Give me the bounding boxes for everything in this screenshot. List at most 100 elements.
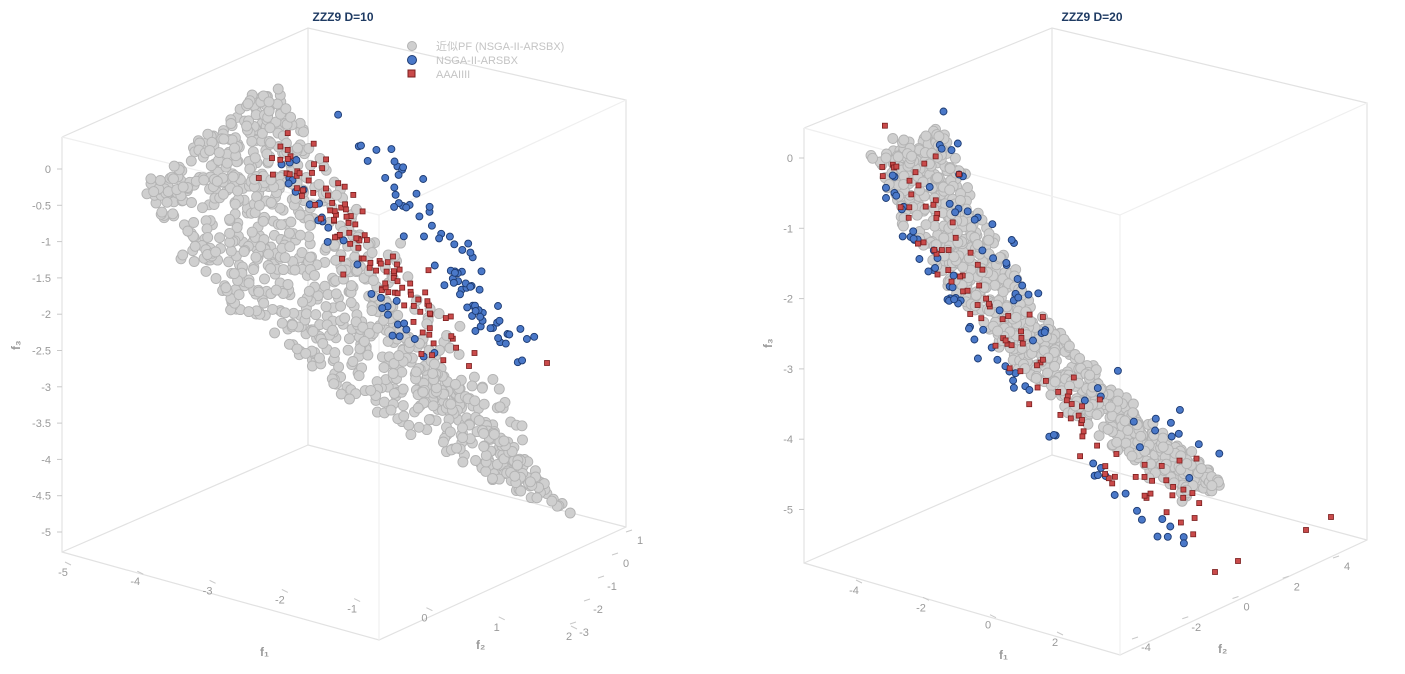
nsga-point — [450, 268, 459, 277]
nsga-point — [1179, 539, 1188, 548]
aaa-point — [385, 289, 392, 296]
nsga-point — [390, 202, 399, 211]
nsga-point — [951, 208, 960, 217]
nsga-point — [410, 335, 419, 343]
aaa-point — [347, 240, 354, 247]
nsga-point — [402, 203, 411, 212]
aaa-point — [1094, 442, 1100, 449]
x-tick-mark — [922, 596, 930, 601]
nsga-point — [399, 163, 408, 172]
aaa-point — [1141, 473, 1148, 480]
nsga-point — [450, 240, 459, 249]
y-tick-mark — [597, 575, 605, 579]
nsga-point — [475, 285, 484, 294]
approx-pf-point — [330, 288, 342, 300]
approx-pf-point — [457, 456, 469, 468]
aaa-point — [305, 177, 312, 184]
approx-pf-point — [1063, 340, 1075, 352]
approx-pf-point — [145, 173, 157, 185]
aaa-point — [363, 236, 370, 243]
approx-pf-point — [204, 145, 216, 156]
aaa-point — [353, 235, 360, 242]
nsga-point — [384, 310, 392, 319]
approx-pf-point — [300, 308, 312, 320]
aaa-point — [319, 165, 326, 172]
aaa-point — [879, 164, 886, 170]
aaa-point — [1067, 415, 1074, 422]
approx-pf-point — [450, 378, 461, 390]
nsga-point — [1089, 459, 1098, 468]
nsga-point — [1194, 440, 1203, 449]
chart-1-z-ticks: 0 -0.5 -1 -1.5 -2 -2.5 -3 -3.5 -4 -4.5 -5 — [32, 164, 62, 539]
nsga-point — [390, 157, 399, 166]
aaa-point — [1017, 368, 1024, 375]
approx-pf-point — [1074, 352, 1086, 364]
nsga-point — [1158, 515, 1167, 524]
approx-pf-point — [345, 297, 357, 309]
approx-pf-point — [880, 152, 892, 164]
nsga-point — [518, 356, 527, 365]
nsga-point — [1007, 236, 1016, 244]
nsga-point — [334, 110, 343, 119]
z-tick-label: -3.5 — [32, 418, 51, 430]
z-tick-label: -1 — [783, 223, 793, 235]
nsga-point — [892, 191, 901, 200]
approx-pf-point — [304, 251, 316, 263]
approx-pf-point — [938, 232, 950, 244]
nsga-point — [1024, 290, 1033, 299]
aaa-point — [908, 191, 915, 198]
nsga-point — [440, 281, 449, 290]
nsga-point — [1166, 522, 1175, 531]
aaa-point — [367, 259, 374, 266]
approx-pf-point — [277, 264, 289, 276]
aaa-point — [1141, 492, 1148, 499]
approx-pf-point — [509, 470, 521, 482]
approx-pf-point — [1195, 463, 1207, 474]
approx-pf-point — [292, 142, 303, 154]
approx-pf-point — [198, 174, 210, 186]
z-tick-label: 0 — [787, 153, 793, 165]
approx-pf-point — [182, 225, 194, 237]
nsga-point — [381, 173, 390, 182]
aaa-point — [915, 182, 922, 189]
nsga-point — [1014, 293, 1023, 302]
aaa-point — [956, 171, 962, 178]
aaa-point — [448, 333, 455, 340]
approx-pf-point — [954, 194, 966, 206]
approx-pf-point — [253, 199, 265, 211]
nsga-point — [395, 332, 404, 341]
aaa-point — [945, 267, 952, 274]
aaa-point — [377, 260, 384, 267]
aaa-point — [340, 271, 347, 278]
nsga-point — [915, 255, 924, 263]
aaa-point — [382, 280, 389, 287]
approx-pf-point — [285, 111, 297, 123]
approx-pf-point — [494, 401, 506, 413]
approx-pf-point — [393, 350, 405, 362]
approx-pf-point — [366, 247, 378, 259]
x-tick-label: -4 — [130, 576, 140, 588]
aaa-point — [366, 264, 373, 271]
aaa-point — [1002, 337, 1009, 344]
approx-pf-point — [330, 189, 342, 201]
nsga-point — [430, 261, 439, 270]
nsga-point — [1121, 489, 1130, 498]
aaa-point — [312, 201, 319, 208]
approx-pf-point — [221, 157, 233, 169]
approx-pf-point — [957, 261, 969, 273]
approx-pf-point — [453, 348, 465, 360]
z-tick-label: -4 — [783, 434, 793, 446]
nsga-point — [1135, 443, 1144, 452]
approx-pf-point — [258, 297, 270, 309]
x-tick-mark — [426, 607, 433, 612]
approx-pf-point — [944, 184, 956, 196]
aaa-point — [284, 146, 291, 153]
nsga-point — [1009, 383, 1018, 392]
approx-pf-point — [229, 142, 240, 154]
aaa-point — [425, 267, 432, 274]
aaa-point — [1005, 313, 1012, 319]
aaa-point — [1191, 515, 1198, 521]
aaa-point — [407, 291, 414, 298]
approx-pf-point — [478, 441, 490, 452]
approx-pf-point — [269, 327, 281, 339]
